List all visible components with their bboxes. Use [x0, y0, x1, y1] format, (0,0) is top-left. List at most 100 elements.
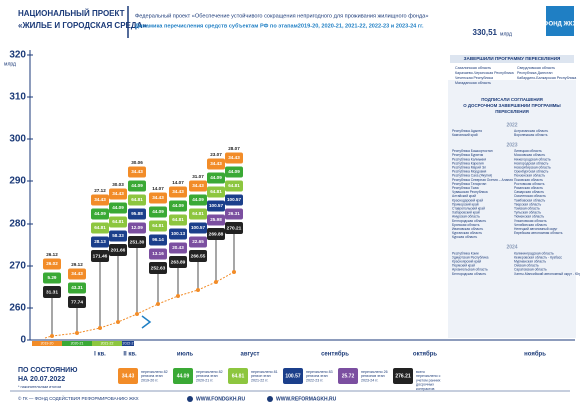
region: Приморский край [452, 202, 479, 206]
icon [267, 396, 273, 402]
stage-box [128, 194, 146, 206]
month-label: II кв. [123, 352, 137, 358]
month-label: июль [177, 352, 193, 358]
stage-label: 26.31 [228, 211, 240, 216]
year: 2023 [506, 143, 517, 149]
title-line: О ДОСРОЧНОМ ЗАВЕРШЕНИИ ПРОГРАММЫ [463, 103, 560, 108]
stage-box [189, 180, 207, 192]
region: Курганская область [452, 231, 482, 235]
stage-box [169, 200, 187, 212]
y-tick-label: 320 [9, 50, 26, 61]
stage-label: 44.09 [131, 183, 143, 188]
stage-label: 43.31 [71, 285, 83, 290]
region: Нижегородская область [514, 157, 551, 161]
legend-value: 25.72 [342, 373, 355, 379]
region: Белгородская область [452, 219, 486, 223]
legend-box [173, 368, 193, 384]
region: Псковская область [514, 178, 543, 182]
date-label: 23.07 [210, 152, 222, 157]
legend-line: региона этап [306, 374, 328, 378]
stage-box [225, 166, 243, 178]
total-label: 31.31 [46, 289, 58, 295]
legend-value: 44.09 [177, 373, 190, 379]
total-label: 251.30 [130, 239, 145, 245]
month-label: I кв. [94, 352, 106, 358]
stage-box [109, 188, 127, 200]
stage-label: 12.09 [131, 225, 143, 230]
stage-label: 34.43 [210, 161, 222, 166]
stage-label: 44.09 [152, 209, 164, 214]
total-unit: млрд [500, 31, 512, 37]
date-label: 30.06 [131, 160, 143, 165]
panel-title: ПОДПИСАЛИ СОГЛАШЕНИЯ О ДОСРОЧНОМ ЗАВЕРШЕН… [463, 97, 560, 114]
legend-value: 276.21 [395, 373, 411, 379]
legend-text: перечислено 81 регион этап 2021-22 гг. [251, 370, 278, 382]
stage-box [207, 186, 225, 198]
logo-text: ФОНД ЖКХ [543, 22, 576, 28]
stage-label: 64.81 [172, 217, 184, 222]
region: Воронежская область [514, 133, 548, 137]
legend-box [228, 368, 248, 384]
region: Республика Карелия [452, 161, 484, 165]
total-label: 269.88 [209, 231, 224, 237]
year: 2022 [506, 122, 517, 128]
region: Чувашская Республика [452, 190, 488, 194]
total-box [91, 250, 109, 262]
legend-line: перечислено с [416, 374, 441, 378]
region: Архангельская область [452, 268, 488, 272]
panel-title: ЗАВЕРШИЛИ ПРОГРАММУ ПЕРЕСЕЛЕНИЯ [464, 56, 561, 61]
total-box [149, 262, 167, 274]
region: Ставропольский край [452, 206, 485, 210]
status: НА 20.07.2022 [18, 376, 65, 383]
region: Новгородская область [514, 161, 549, 165]
legend-line: регион этап [251, 374, 271, 378]
stage-label: 44.09 [112, 205, 124, 210]
legend-line: 2020-21 гг. [196, 378, 213, 382]
stage-box [207, 172, 225, 184]
status: ПО СОСТОЯНИЮ [18, 367, 77, 374]
region: Ханты-Мансийский автономный округ - Югра [514, 272, 580, 276]
title: Динамика перечисления средств субъектам … [135, 22, 424, 29]
stage-box [225, 152, 243, 164]
region: Ненецкий автономный округ [514, 227, 558, 231]
stage-box [169, 214, 187, 226]
region: Тульская область [514, 211, 541, 215]
y-tick-label: 280 [9, 219, 26, 230]
legend-text: перечислено 83 региона этап 2022-23 гг. [306, 370, 333, 382]
stage-label: 44.09 [172, 203, 184, 208]
total-box [68, 296, 86, 308]
content: 320 310 300 290 280 270 260 0 млрд 2019-20 2020-21… [4, 50, 580, 403]
stage-box [91, 208, 109, 220]
legend-value: 34.43 [122, 373, 135, 379]
stage-label: 22.65 [192, 239, 204, 244]
month-label: октябрь [413, 351, 437, 358]
total-label: 252.63 [151, 265, 166, 271]
stage-label: 95.88 [131, 211, 143, 216]
point [214, 280, 218, 284]
region: Астраханская область [514, 129, 548, 133]
legend-line: перечислено 82 [196, 370, 223, 374]
stage-box [128, 180, 146, 192]
logo [546, 6, 574, 36]
date-label: 14.07 [172, 180, 184, 185]
stage-label: 34.43 [94, 197, 106, 202]
legend-line: регионов этап [361, 374, 385, 378]
stage-box [207, 200, 225, 212]
date-label: 30.03 [112, 182, 124, 187]
region: Тверская область [514, 202, 541, 206]
legend-box [338, 368, 358, 384]
period [32, 341, 62, 346]
stage-box [149, 206, 167, 218]
panel-head [450, 55, 574, 63]
arrow [141, 315, 152, 329]
month-label: ноябрь [524, 351, 546, 358]
title-line: ПЕРЕСЕЛЕНИЯ [495, 109, 529, 114]
legend-line: перечислено 83 [306, 370, 333, 374]
region: Карачаево-Черкесская Республика [455, 71, 514, 75]
region: Новосибирская область [514, 165, 551, 169]
total-box [128, 236, 146, 248]
region: Республика Калмыкия [452, 157, 486, 161]
total-box [169, 256, 187, 268]
region: Республика Саха (Якутия) [452, 174, 492, 178]
